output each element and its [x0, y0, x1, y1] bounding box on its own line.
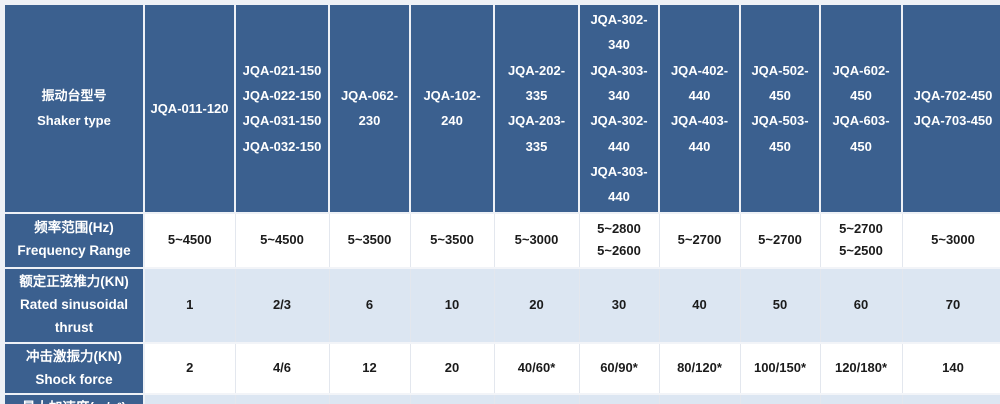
row-label-zh: 频率范围(Hz) — [34, 220, 114, 236]
value-cell: 980 — [819, 393, 903, 404]
value-cell: 12 — [328, 341, 411, 396]
value-cell: 50 — [739, 266, 821, 344]
model-header-cell-5: JQA-202-335 JQA-203-335 — [493, 3, 580, 214]
value-cell: 1 — [143, 266, 236, 344]
value-cell: 100/150* — [739, 341, 821, 396]
model-header-cell-3: JQA-062-230 — [328, 3, 411, 214]
header-row: 振动台型号 Shaker type JQA-011-120 JQA-021-150 … — [3, 3, 1000, 214]
value-cell: 30 — [578, 266, 660, 344]
value-cell: 980 — [234, 393, 330, 404]
shaker-spec-table: 振动台型号 Shaker type JQA-011-120 JQA-021-150 … — [3, 3, 1000, 404]
value-cell: 5~4500 — [234, 211, 330, 269]
row-label-zh: 额定正弦推力(KN) — [19, 273, 129, 289]
value-cell: 980 — [328, 393, 411, 404]
value-cell: 2 — [143, 341, 236, 396]
value-cell: 4/6 — [234, 341, 330, 396]
model-header-cell-7: JQA-402-440 JQA-403-440 — [658, 3, 741, 214]
value-cell: 2/3 — [234, 266, 330, 344]
value-cell: 980 — [493, 393, 580, 404]
value-cell: 5~3500 — [409, 211, 495, 269]
value-cell: 20 — [409, 341, 495, 396]
row-label-zh: 最大加速度(m/s²) — [8, 397, 140, 404]
value-cell: 730 — [901, 393, 1000, 404]
row-label-en: Frequency Range — [17, 243, 131, 259]
value-cell: 120/180* — [819, 341, 903, 396]
value-cell: 980 — [739, 393, 821, 404]
value-cell: 140 — [901, 341, 1000, 396]
model-header-cell-4: JQA-102-240 — [409, 3, 495, 214]
value-cell: 60 — [819, 266, 903, 344]
model-header-cell-2: JQA-021-150 JQA-022-150 JQA-031-150 JQA-… — [234, 3, 330, 214]
row-label-zh: 冲击激振力(KN) — [26, 348, 122, 364]
value-cell: 5~2700 5~2500 — [819, 211, 903, 269]
corner-label-en: Shaker type — [37, 113, 111, 129]
value-cell: 60/90* — [578, 341, 660, 396]
value-cell: 5~3000 — [901, 211, 1000, 269]
model-header-cell-10: JQA-702-450 JQA-703-450 — [901, 3, 1000, 214]
row-label-cell: 最大加速度(m/s²)Maximum acceleration — [3, 393, 145, 404]
value-cell: 5~2700 — [658, 211, 741, 269]
row-label-cell: 频率范围(Hz) Frequency Range — [3, 211, 145, 269]
value-cell: 70 — [901, 266, 1000, 344]
value-cell: 80/120* — [658, 341, 741, 396]
model-header-cell-1: JQA-011-120 — [143, 3, 236, 214]
model-header-cell-6: JQA-302-340 JQA-303-340 JQA-302-440 JQA-… — [578, 3, 660, 214]
value-cell: 980 — [578, 393, 660, 404]
model-header-cell-9: JQA-602-450 JQA-603-450 — [819, 3, 903, 214]
value-cell: 5~4500 — [143, 211, 236, 269]
value-cell: 10 — [409, 266, 495, 344]
value-cell: 40 — [658, 266, 741, 344]
corner-header-cell: 振动台型号 Shaker type — [3, 3, 145, 214]
value-cell: 40/60* — [493, 341, 580, 396]
value-cell: 5~2700 — [739, 211, 821, 269]
model-header-cell-8: JQA-502-450 JQA-503-450 — [739, 3, 821, 214]
row-label-en: Rated sinusoidal thrust — [19, 296, 129, 335]
value-cell: 5~2800 5~2600 — [578, 211, 660, 269]
value-cell: 980 — [658, 393, 741, 404]
table-row: 额定正弦推力(KN) Rated sinusoidal thrust 1 2/3 6 10… — [3, 266, 1000, 344]
corner-label-zh: 振动台型号 — [41, 88, 107, 104]
value-cell: 980 — [409, 393, 495, 404]
table-row: 频率范围(Hz) Frequency Range 5~4500 5~4500 5~350… — [3, 211, 1000, 269]
table-row: 最大加速度(m/s²)Maximum acceleration490980980… — [3, 393, 1000, 404]
row-label-cell: 额定正弦推力(KN) Rated sinusoidal thrust — [3, 266, 145, 344]
value-cell: 20 — [493, 266, 580, 344]
row-label-cell: 冲击激振力(KN) Shock force — [3, 341, 145, 396]
row-label-en: Shock force — [35, 371, 113, 387]
value-cell: 6 — [328, 266, 411, 344]
value-cell: 5~3500 — [328, 211, 411, 269]
table-row: 冲击激振力(KN) Shock force 2 4/6 12 20 40/60* 60/90*… — [3, 341, 1000, 396]
value-cell: 5~3000 — [493, 211, 580, 269]
value-cell: 490 — [143, 393, 236, 404]
